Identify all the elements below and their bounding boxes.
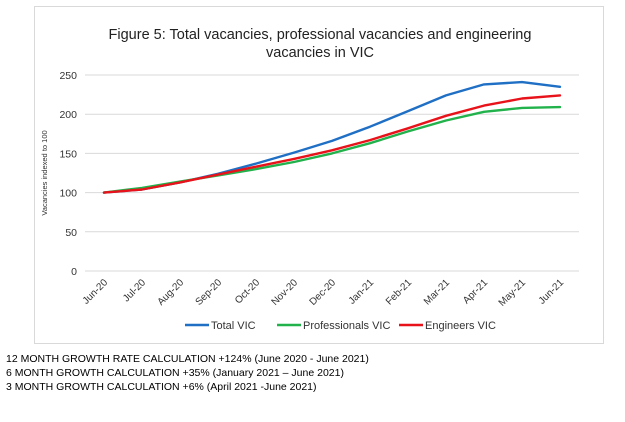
series-line-engineers-vic (102, 94, 562, 194)
note-6-month: 6 MONTH GROWTH CALCULATION +35% (January… (6, 367, 344, 379)
line-chart: Figure 5: Total vacancies, professional … (40, 27, 579, 332)
legend-label-engineers-vic: Engineers VIC (425, 320, 496, 332)
x-tick-label-Dec-20: Dec-20 (308, 277, 339, 308)
y-tick-label-0: 0 (71, 266, 77, 278)
note-3-month: 3 MONTH GROWTH CALCULATION +6% (April 20… (6, 381, 317, 393)
x-tick-label-Aug-20: Aug-20 (156, 277, 187, 308)
x-tick-label-Apr-21: Apr-21 (461, 277, 490, 306)
x-tick-label-Jun-21: Jun-21 (537, 277, 567, 307)
note-12-month: 12 MONTH GROWTH RATE CALCULATION +124% (… (6, 353, 369, 365)
chart-title-line-2: vacancies in VIC (266, 45, 374, 61)
x-tick-label-Nov-20: Nov-20 (270, 277, 301, 308)
y-tick-label-200: 200 (59, 109, 77, 121)
x-tick-label-Jul-20: Jul-20 (121, 277, 148, 304)
y-axis-label: Vacancies indexed to 100 (40, 130, 49, 215)
growth-notes: 12 MONTH GROWTH RATE CALCULATION +124% (… (6, 352, 369, 394)
x-tick-label-Sep-20: Sep-20 (194, 277, 225, 308)
x-tick-label-Feb-21: Feb-21 (384, 277, 414, 307)
x-tick-label-Jan-21: Jan-21 (347, 277, 377, 307)
x-tick-label-Mar-21: Mar-21 (422, 277, 452, 307)
x-tick-label-May-21: May-21 (497, 277, 529, 309)
legend-label-total-vic: Total VIC (211, 320, 256, 332)
y-tick-label-100: 100 (59, 188, 77, 200)
x-tick-label-Oct-20: Oct-20 (233, 277, 262, 306)
legend-label-professionals-vic: Professionals VIC (303, 320, 390, 332)
chart-frame: Figure 5: Total vacancies, professional … (34, 6, 604, 344)
y-tick-label-50: 50 (65, 227, 77, 239)
series-line-total-vic (102, 80, 562, 194)
y-tick-label-150: 150 (59, 148, 77, 160)
x-tick-label-Jun-20: Jun-20 (81, 277, 111, 307)
chart-title-line-1: Figure 5: Total vacancies, professional … (109, 27, 532, 43)
y-tick-label-250: 250 (59, 70, 77, 82)
